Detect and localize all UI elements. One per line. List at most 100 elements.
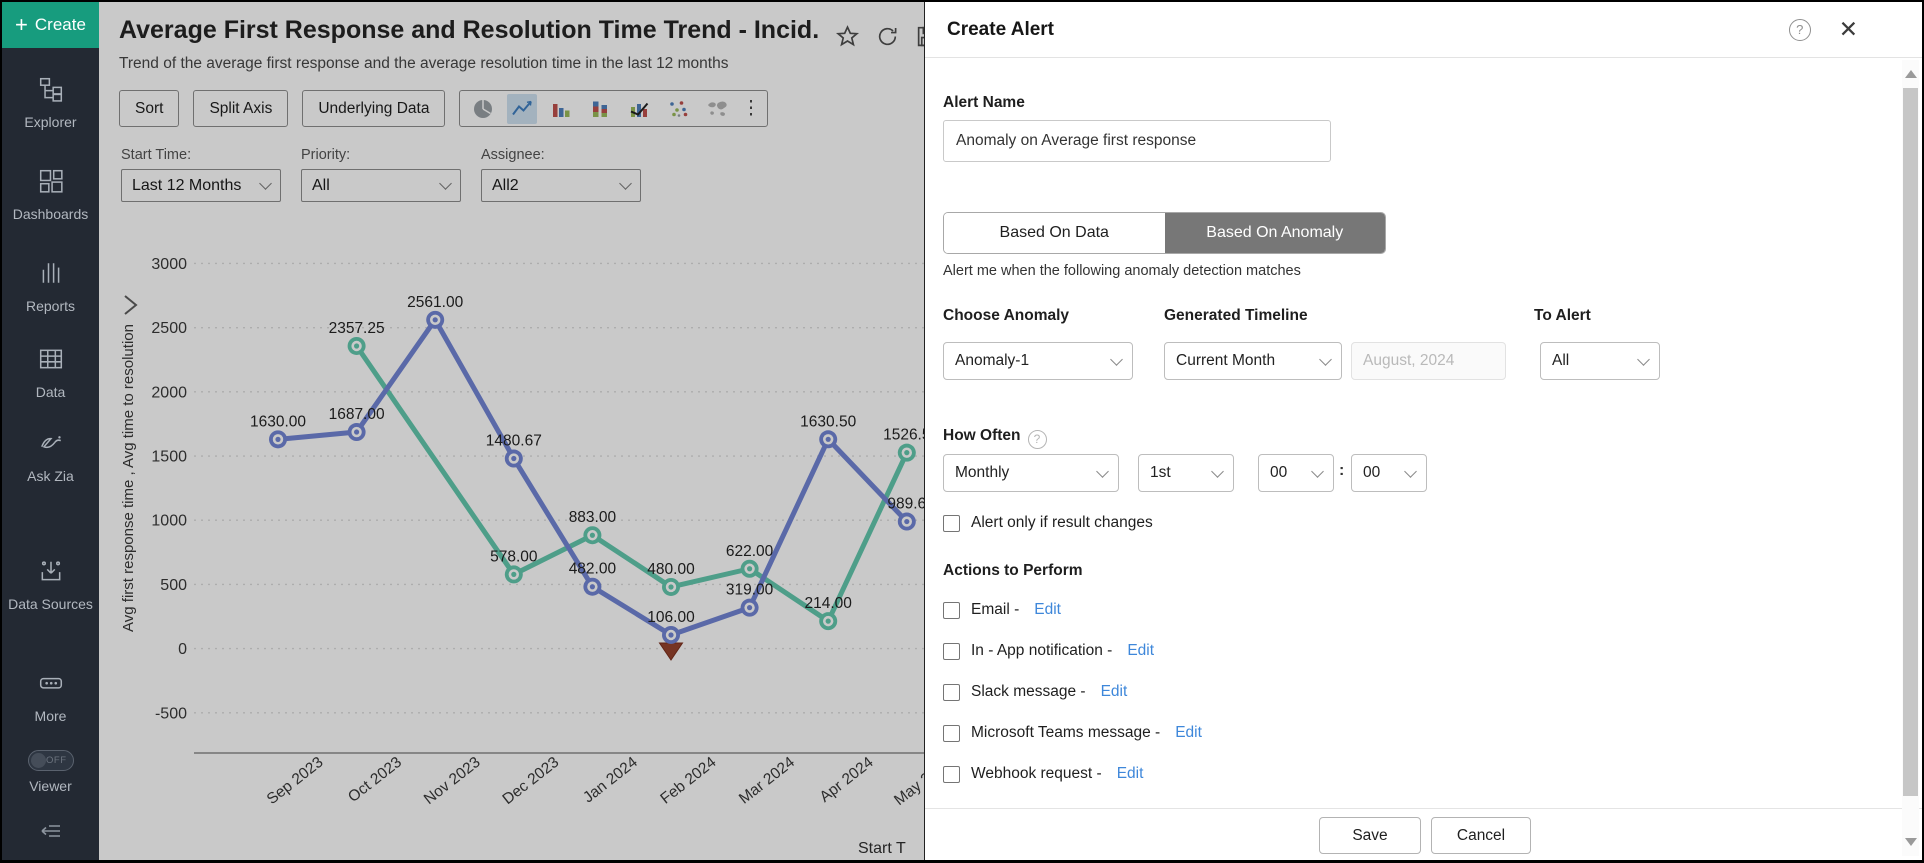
frequency-select[interactable]: Monthly — [943, 454, 1119, 492]
viewer-toggle-item: OFF Viewer — [2, 750, 99, 796]
action-list: Email - Edit In - App notification - Edi… — [943, 600, 1202, 805]
close-icon[interactable]: ✕ — [1838, 16, 1858, 42]
action-checkbox[interactable] — [943, 601, 960, 619]
underlying-data-button[interactable]: Underlying Data — [302, 90, 446, 127]
anomaly-marker-icon[interactable] — [658, 642, 684, 661]
svg-text:Sep 2023: Sep 2023 — [264, 754, 327, 808]
dashboards-grid-icon — [38, 168, 64, 199]
sidebar-item-ask-zia[interactable]: Ask Zia — [2, 430, 99, 485]
line-chart-icon[interactable] — [507, 93, 538, 124]
alert-type-tabs: Based On Data Based On Anomaly — [943, 212, 1386, 254]
map-chart-icon[interactable] — [702, 94, 732, 124]
time-colon-separator: : — [1339, 462, 1345, 479]
hour-select[interactable]: 00 — [1258, 454, 1334, 492]
report-area: Average First Response and Resolution Ti… — [99, 2, 924, 860]
more-chart-options-icon[interactable]: ⋮ — [741, 98, 761, 119]
svg-text:Oct 2023: Oct 2023 — [345, 754, 405, 806]
sidebar-item-reports[interactable]: Reports — [2, 260, 99, 315]
save-icon[interactable] — [915, 24, 924, 54]
favorite-star-icon[interactable] — [835, 24, 860, 54]
alert-name-input[interactable] — [943, 120, 1331, 162]
filter-label: Priority: — [301, 147, 351, 163]
sort-button[interactable]: Sort — [119, 90, 180, 127]
split-axis-button[interactable]: Split Axis — [193, 90, 289, 127]
action-row: Webhook request - Edit — [943, 764, 1202, 784]
svg-text:1630.00: 1630.00 — [250, 413, 306, 430]
priority-dropdown[interactable]: All — [301, 169, 461, 202]
minute-select[interactable]: 00 — [1351, 454, 1427, 492]
generated-timeline-select[interactable]: Current Month — [1164, 342, 1342, 380]
scroll-up-arrow-icon[interactable] — [1905, 70, 1917, 78]
bar-chart-icon[interactable] — [546, 94, 576, 124]
to-alert-value: All — [1552, 352, 1570, 369]
refresh-icon[interactable] — [875, 24, 900, 54]
action-edit-link[interactable]: Edit — [1116, 765, 1144, 782]
tab-based-on-anomaly[interactable]: Based On Anomaly — [1164, 213, 1385, 253]
panel-scrollbar[interactable] — [1902, 60, 1919, 856]
cancel-button[interactable]: Cancel — [1431, 817, 1531, 854]
footer-divider — [925, 808, 1922, 809]
action-checkbox[interactable] — [943, 765, 960, 783]
alert-name-label: Alert Name — [943, 94, 1025, 111]
how-often-help-icon[interactable]: ? — [1027, 429, 1047, 449]
start-time-dropdown[interactable]: Last 12 Months — [121, 169, 281, 202]
sidebar-item-dashboards[interactable]: Dashboards — [2, 168, 99, 223]
action-checkbox[interactable] — [943, 683, 960, 701]
stacked-bar-chart-icon[interactable] — [585, 94, 615, 124]
action-edit-link[interactable]: Edit — [1100, 683, 1128, 700]
action-checkbox[interactable] — [943, 642, 960, 660]
filter-bar: Start Time: Last 12 Months Priority: All… — [121, 147, 641, 202]
generated-timeline-value: Current Month — [1176, 352, 1276, 369]
chevron-down-icon — [1637, 352, 1650, 366]
sidebar-item-data-sources[interactable]: Data Sources — [2, 558, 99, 613]
filter-priority: Priority: All — [301, 147, 461, 202]
minute-value: 00 — [1363, 464, 1381, 481]
svg-text:106.00: 106.00 — [647, 609, 695, 626]
combo-chart-icon[interactable] — [624, 94, 654, 124]
chevron-down-icon — [1211, 464, 1224, 478]
filter-label: Assignee: — [481, 147, 545, 163]
chevron-down-icon — [619, 177, 632, 190]
sidebar-item-data[interactable]: Data — [2, 346, 99, 401]
day-select[interactable]: 1st — [1138, 454, 1234, 492]
action-checkbox[interactable] — [943, 724, 960, 742]
action-edit-link[interactable]: Edit — [1127, 642, 1155, 659]
panel-title: Create Alert — [947, 18, 1055, 40]
svg-text:1526.5: 1526.5 — [883, 427, 924, 444]
pie-chart-icon[interactable] — [468, 94, 498, 124]
viewer-toggle[interactable]: OFF — [27, 750, 74, 771]
tab-based-on-data[interactable]: Based On Data — [944, 213, 1165, 253]
to-alert-select[interactable]: All — [1540, 342, 1660, 380]
viewer-label: Viewer — [29, 778, 72, 794]
action-edit-link[interactable]: Edit — [1034, 601, 1061, 618]
chevron-down-icon — [259, 177, 272, 190]
explorer-tree-icon — [38, 76, 64, 107]
scroll-down-arrow-icon[interactable] — [1905, 838, 1917, 846]
day-value: 1st — [1150, 464, 1171, 481]
svg-text:2357.25: 2357.25 — [329, 320, 385, 337]
assignee-dropdown[interactable]: All2 — [481, 169, 641, 202]
collapse-sidebar-button[interactable] — [2, 819, 99, 848]
action-edit-link[interactable]: Edit — [1175, 724, 1202, 741]
action-row: In - App notification - Edit — [943, 641, 1202, 661]
assignee-value: All2 — [492, 176, 519, 194]
create-button[interactable]: + Create — [2, 2, 99, 48]
expand-axis-chevron-icon[interactable] — [124, 295, 138, 315]
timeline-date-field: August, 2024 — [1351, 342, 1506, 380]
svg-text:May 2024: May 2024 — [891, 754, 924, 810]
scrollbar-thumb[interactable] — [1903, 88, 1918, 796]
svg-text:1000: 1000 — [151, 513, 187, 530]
svg-text:1480.67: 1480.67 — [486, 433, 542, 450]
alert-only-checkbox[interactable] — [943, 514, 960, 532]
help-icon[interactable]: ? — [1788, 18, 1811, 41]
action-row: Slack message - Edit — [943, 682, 1202, 702]
choose-anomaly-label: Choose Anomaly — [943, 307, 1070, 324]
scatter-chart-icon[interactable] — [663, 94, 693, 124]
sidebar-item-more[interactable]: More — [2, 670, 99, 725]
choose-anomaly-select[interactable]: Anomaly-1 — [943, 342, 1133, 380]
reports-bars-icon — [38, 260, 64, 291]
save-button[interactable]: Save — [1319, 817, 1421, 854]
to-alert-label: To Alert — [1534, 307, 1591, 324]
sidebar-item-explorer[interactable]: Explorer — [2, 76, 99, 131]
